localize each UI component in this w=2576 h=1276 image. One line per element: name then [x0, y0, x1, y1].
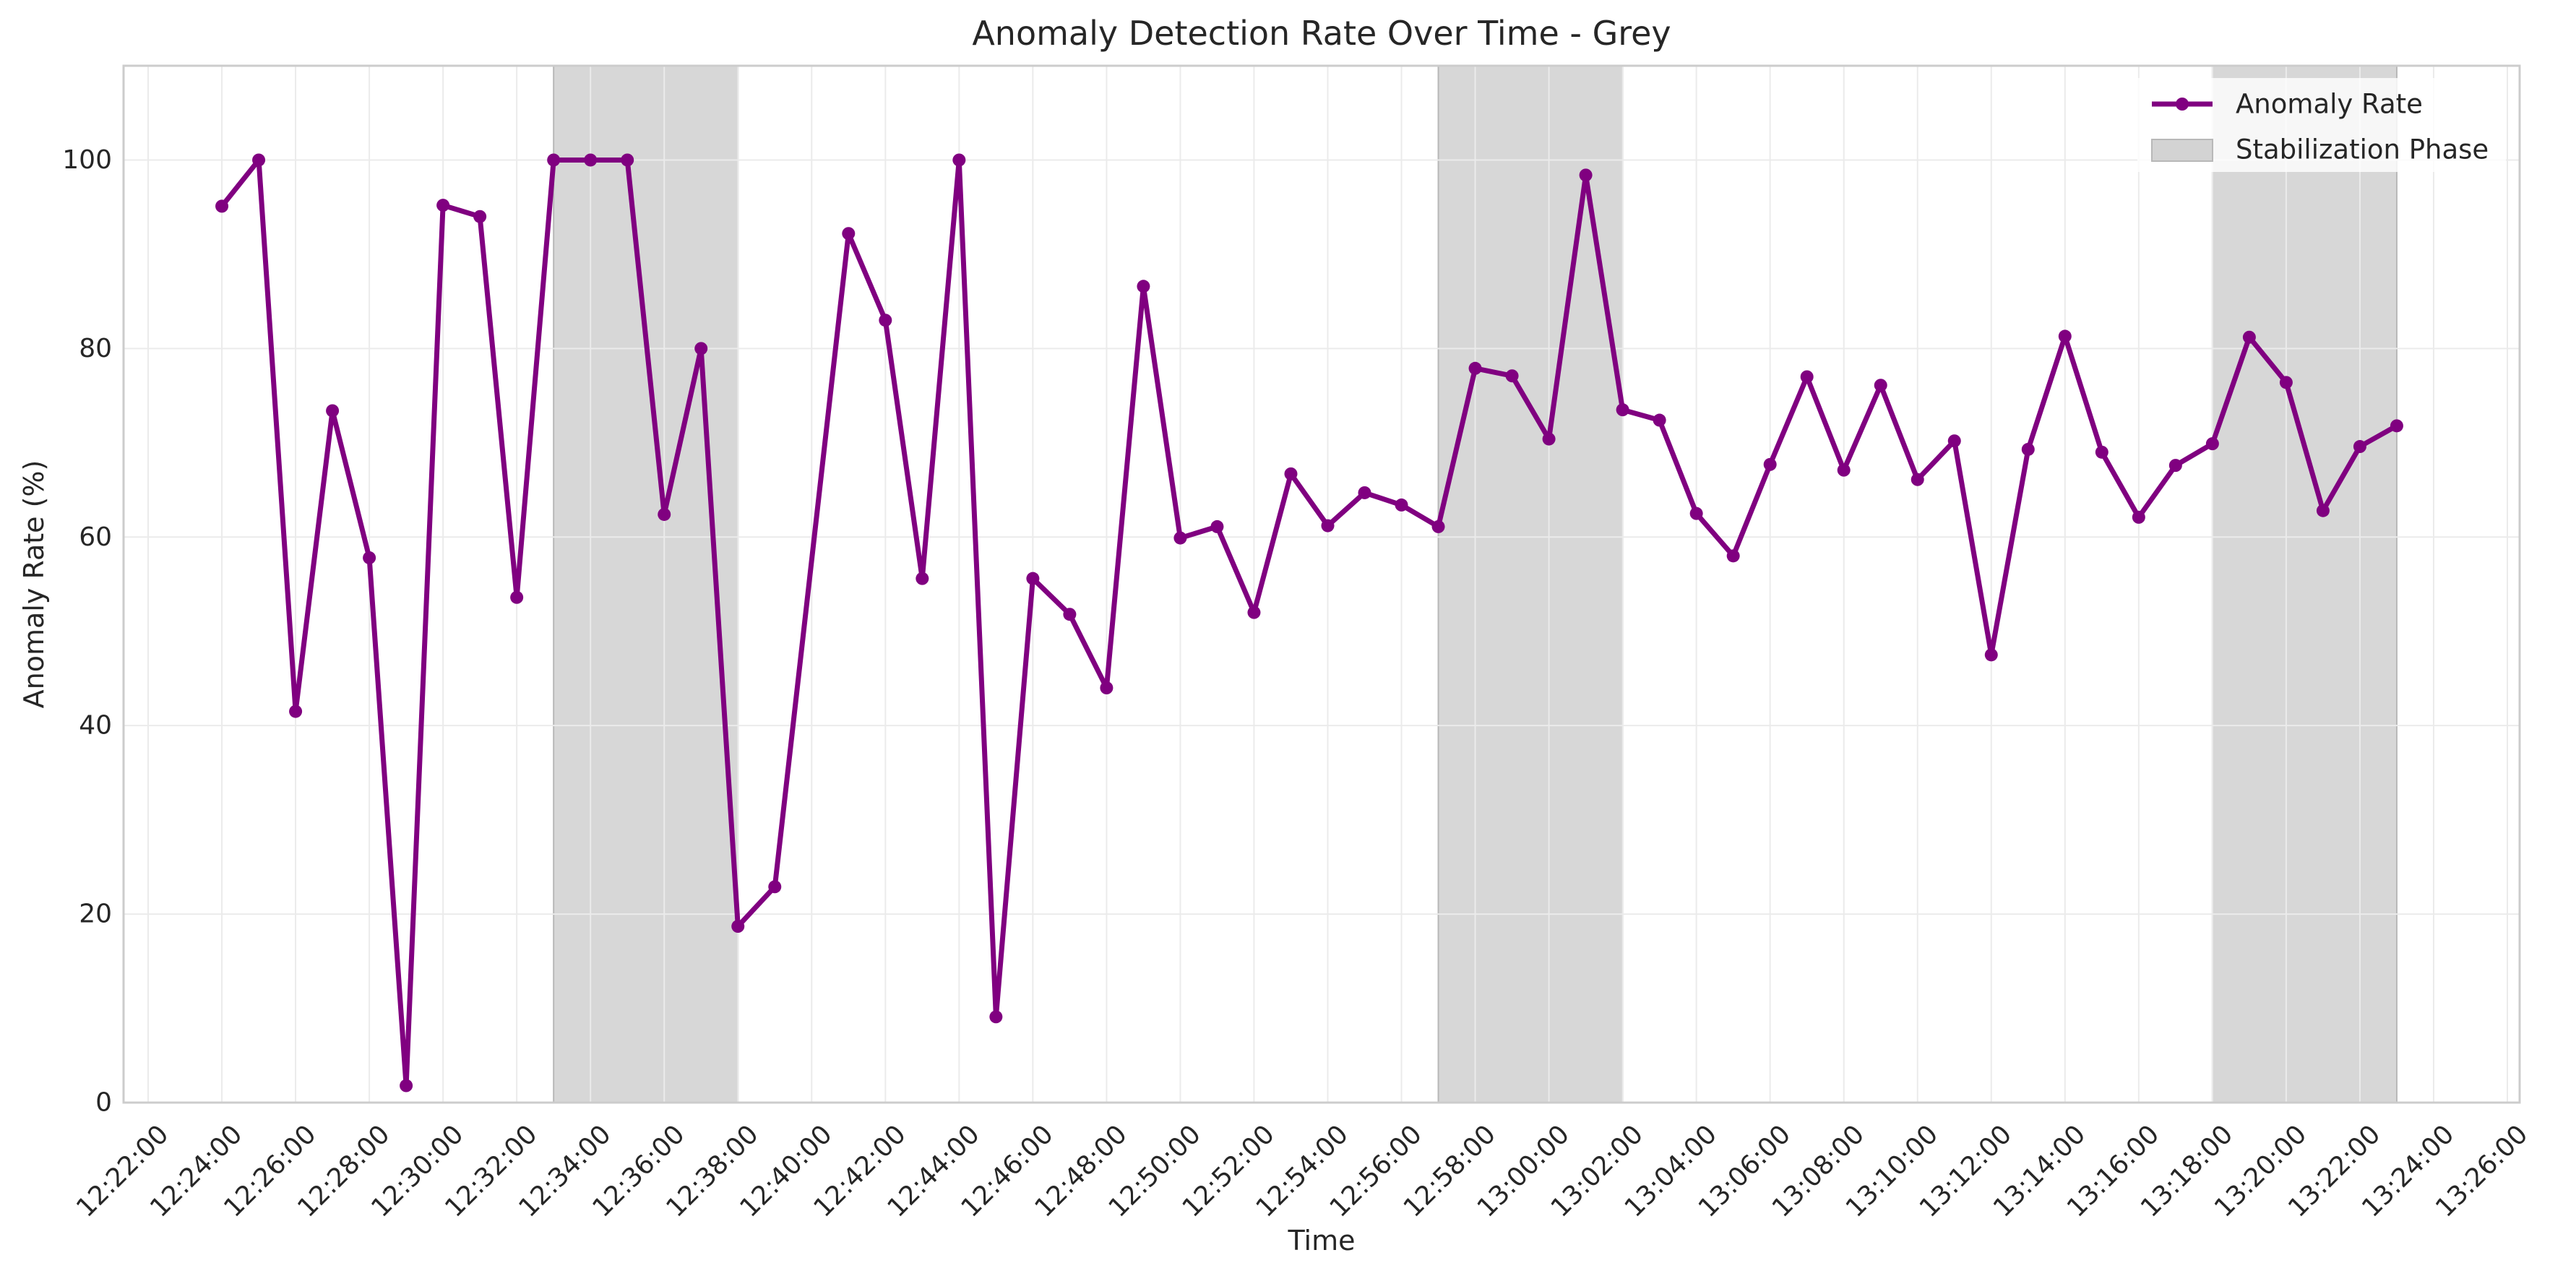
stabilization-shading: [553, 66, 2398, 1103]
data-point: [2095, 445, 2108, 459]
data-point: [252, 153, 266, 167]
data-point: [1837, 463, 1851, 477]
data-point: [1726, 549, 1740, 563]
data-point: [2316, 504, 2330, 517]
data-point: [2242, 330, 2256, 344]
data-point: [2168, 459, 2182, 473]
data-point: [1911, 473, 1924, 486]
y-tick-label: 80: [79, 334, 112, 363]
data-point: [1542, 432, 1556, 446]
data-point: [547, 153, 561, 167]
stabilization-region-1: [553, 66, 738, 1103]
data-point: [1874, 379, 1887, 392]
data-point: [1468, 361, 1482, 375]
y-axis-label: Anomaly Rate (%): [18, 460, 50, 709]
data-point: [2390, 419, 2403, 433]
data-point: [1800, 370, 1814, 384]
data-point: [363, 551, 376, 564]
x-axis-label: Time: [1288, 1225, 1356, 1256]
chart-title: Anomaly Detection Rate Over Time - Grey: [972, 14, 1671, 53]
stabilization-region-2: [1438, 66, 1623, 1103]
data-point: [989, 1010, 1003, 1024]
data-point: [1026, 572, 1040, 585]
data-point: [2132, 510, 2145, 524]
legend: Anomaly Rate Stabilization Phase: [2137, 78, 2506, 172]
data-point: [879, 314, 892, 327]
data-point: [1653, 413, 1666, 427]
data-point: [1210, 520, 1224, 533]
data-point: [2279, 376, 2293, 389]
data-point: [215, 199, 229, 213]
data-point: [1395, 498, 1408, 512]
data-point: [1616, 403, 1629, 417]
y-tick-label: 40: [79, 711, 112, 741]
data-point: [916, 572, 929, 585]
data-point: [1947, 434, 1961, 448]
series-layer: [215, 153, 2403, 1092]
data-point: [1358, 486, 1371, 499]
legend-label-anomaly-rate: Anomaly Rate: [2236, 89, 2423, 120]
data-point: [436, 199, 450, 212]
data-point: [584, 153, 598, 167]
data-point: [1689, 506, 1703, 520]
data-point: [326, 404, 340, 418]
data-point: [694, 342, 708, 355]
data-point: [1321, 519, 1335, 533]
data-point: [658, 507, 671, 521]
y-tick-label: 60: [79, 522, 112, 552]
data-point: [768, 880, 782, 894]
data-point: [1763, 457, 1777, 471]
data-point: [842, 227, 856, 241]
data-point: [2021, 442, 2035, 456]
data-point: [1431, 520, 1445, 533]
data-point: [731, 920, 745, 934]
data-point: [400, 1079, 413, 1092]
grid-lines: [124, 66, 2520, 1103]
legend-label-stabilization-phase: Stabilization Phase: [2236, 134, 2489, 165]
stabilization-region-3: [2212, 66, 2397, 1103]
data-point: [621, 153, 634, 167]
y-tick-label: 0: [95, 1088, 112, 1118]
data-point: [473, 210, 487, 223]
data-point: [2353, 440, 2366, 454]
data-point: [2205, 437, 2219, 451]
y-tick-label: 20: [79, 900, 112, 929]
plot-frame: [122, 64, 2521, 1104]
y-axis-ticks: 0 20 40 60 80 100: [62, 145, 112, 1118]
data-point: [2058, 329, 2072, 343]
data-point: [1579, 168, 1593, 182]
legend-shade-swatch: [2151, 139, 2213, 162]
data-point: [952, 153, 966, 167]
data-point: [1505, 369, 1519, 383]
data-point: [1173, 531, 1187, 545]
legend-marker-swatch: [2176, 98, 2189, 111]
data-point: [1284, 467, 1298, 480]
y-tick-label: 100: [62, 145, 112, 175]
data-point: [1984, 648, 1998, 662]
data-point: [1137, 280, 1150, 293]
data-point: [1247, 605, 1261, 619]
data-point: [510, 590, 524, 604]
data-point: [1100, 681, 1113, 694]
data-point: [1063, 608, 1077, 621]
data-point: [289, 704, 303, 718]
